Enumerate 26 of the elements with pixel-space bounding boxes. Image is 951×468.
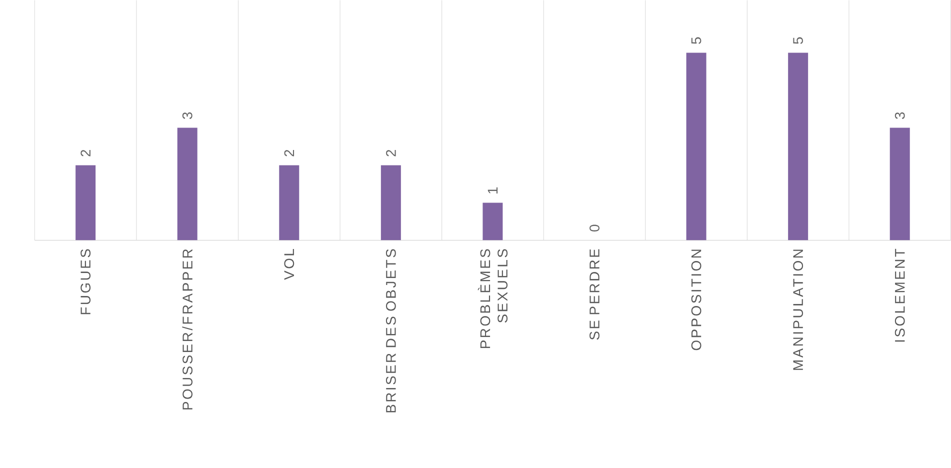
x-tick-label: BRISER DES OBJETS xyxy=(386,249,396,412)
data-label: 2 xyxy=(80,150,90,156)
bar xyxy=(279,165,300,240)
bar xyxy=(890,128,910,240)
data-label: 1 xyxy=(488,187,498,194)
data-label: 2 xyxy=(386,150,396,156)
bar xyxy=(380,165,401,240)
data-label: 3 xyxy=(894,112,905,119)
data-label: 0 xyxy=(590,224,600,232)
bar xyxy=(177,128,198,240)
x-tick-label: POUSSER/FRAPPER xyxy=(182,249,192,410)
x-tick-label: SE PERDRE xyxy=(590,249,600,340)
bar xyxy=(788,52,808,240)
data-label: 5 xyxy=(793,37,803,44)
x-tick-label: MANIPULATION xyxy=(793,250,804,370)
data-label: 5 xyxy=(691,37,702,44)
x-tick-label: OPPOSITION xyxy=(691,250,702,350)
x-tick-label: PROBLÈMES SEXUELS xyxy=(478,249,508,348)
bar xyxy=(76,165,96,240)
data-label: 2 xyxy=(284,150,294,156)
bar xyxy=(482,202,503,240)
x-tick-label: FUGUES xyxy=(80,249,91,314)
x-tick-label: ISOLEMENT xyxy=(894,248,905,342)
bar xyxy=(686,52,706,240)
x-tick-label: VOL xyxy=(284,248,294,280)
data-label: 3 xyxy=(182,112,192,119)
